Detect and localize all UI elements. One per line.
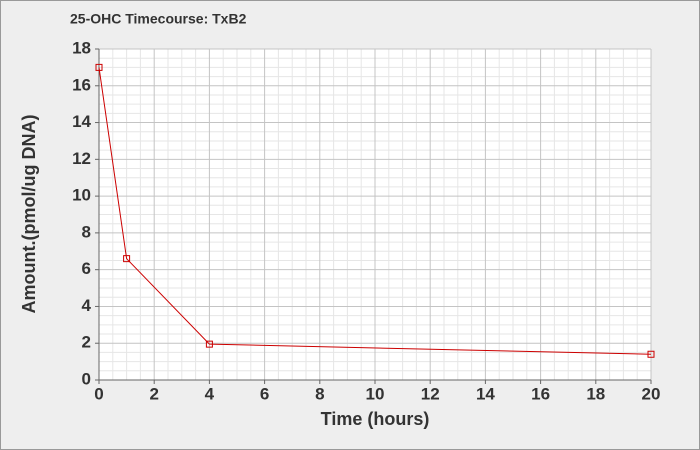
y-tick-label: 14 [72,112,91,131]
point-marker [123,255,131,263]
x-tick-label: 14 [476,384,495,403]
grid [98,48,652,381]
x-axis-label: Time (hours) [321,409,430,429]
y-tick-label: 8 [82,222,91,241]
y-tick-label: 18 [72,38,91,57]
x-tick-label: 8 [315,384,324,403]
x-tick-label: 12 [421,384,440,403]
y-tick-label: 2 [82,333,91,352]
y-axis-label: Amount.(pmol/ug DNA) [19,115,39,314]
series-line [98,67,652,355]
x-tick-label: 18 [586,384,605,403]
x-tick-label: 20 [642,384,661,403]
point-marker [647,350,655,358]
y-tick-label: 4 [82,296,92,315]
y-tick-label: 6 [82,259,91,278]
y-tick-label: 16 [72,75,91,94]
x-tick-label: 0 [94,384,103,403]
y-tick-label: 10 [72,186,91,205]
x-tick-label: 4 [205,384,215,403]
y-tick-label: 12 [72,149,91,168]
point-marker [95,63,103,71]
x-tick-label: 16 [531,384,550,403]
x-tick-label: 6 [260,384,269,403]
chart-title: 25-OHC Timecourse: TxB2 [70,11,247,27]
x-tick-label: 2 [149,384,158,403]
point-marker [205,340,213,348]
x-tick-label: 10 [366,384,385,403]
y-tick-label: 0 [82,369,91,388]
